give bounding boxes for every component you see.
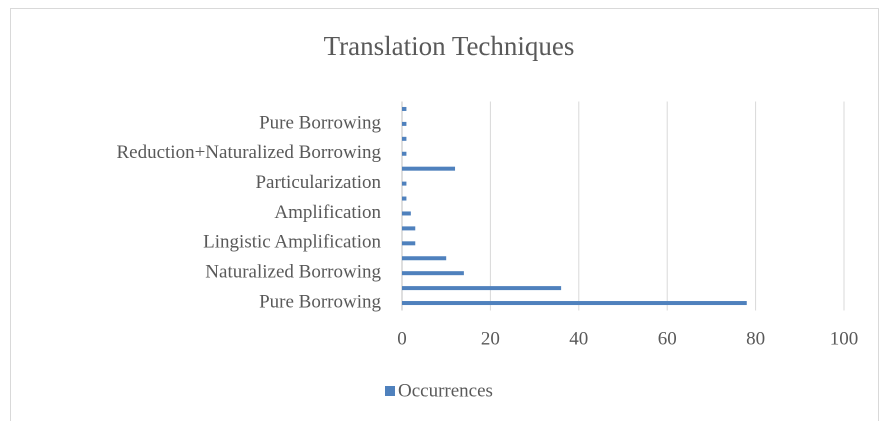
y-tick-label: Lingistic Amplification	[203, 232, 381, 253]
bar	[402, 211, 411, 216]
bar	[402, 256, 447, 261]
bar	[402, 271, 464, 276]
y-tick-label: Reduction+Naturalized Borrowing	[116, 142, 381, 163]
x-tick-label: 100	[830, 328, 859, 349]
bar	[402, 226, 416, 231]
bar	[402, 241, 416, 246]
y-tick-label: Pure Borrowing	[259, 291, 381, 312]
y-tick-label: Pure Borrowing	[259, 112, 381, 133]
bar	[402, 301, 747, 306]
x-tick-label: 60	[658, 328, 677, 349]
bar	[402, 136, 407, 141]
bar	[402, 181, 407, 186]
x-tick-label: 20	[481, 328, 500, 349]
bar	[402, 166, 456, 171]
bar	[402, 196, 407, 201]
bar	[402, 286, 562, 291]
y-tick-label: Naturalized Borrowing	[205, 262, 381, 283]
y-tick-label: Amplification	[274, 202, 381, 223]
bar	[402, 121, 407, 126]
x-tick-label: 80	[746, 328, 765, 349]
x-tick-label: 0	[397, 328, 407, 349]
legend-label: Occurrences	[398, 380, 493, 401]
y-tick-label: Particularization	[255, 172, 381, 193]
bar	[402, 151, 407, 156]
legend-swatch	[385, 386, 395, 396]
x-tick-label: 40	[569, 328, 588, 349]
chart-frame	[10, 8, 879, 421]
bar	[402, 106, 407, 111]
chart-title: Translation Techniques	[324, 31, 575, 61]
